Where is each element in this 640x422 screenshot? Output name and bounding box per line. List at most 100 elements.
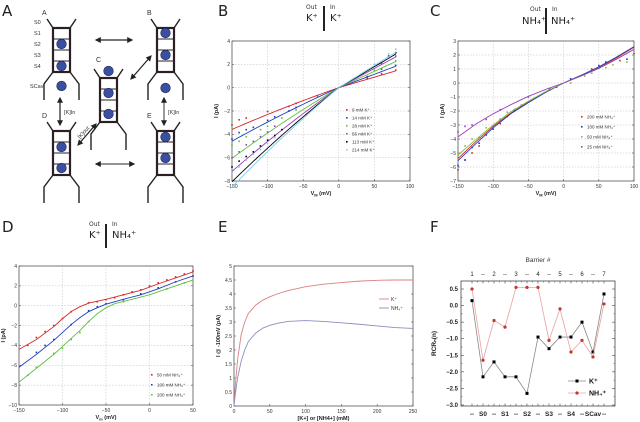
data-point — [183, 282, 186, 284]
data-point — [536, 335, 540, 339]
y-tick-label: −0.5 — [446, 320, 459, 326]
data-point — [470, 299, 474, 303]
top-tick-label: 7 — [602, 272, 606, 278]
data-point — [602, 302, 606, 306]
fit-line-100-mM-NH4+ — [457, 46, 635, 162]
top-tick-label: 1 — [470, 272, 474, 278]
data-point — [471, 146, 473, 149]
y-tick-label: −2.0 — [446, 370, 459, 376]
data-point — [633, 52, 635, 55]
data-point — [122, 298, 125, 301]
data-point — [238, 151, 240, 153]
x-axis-label: Vm (mV) — [96, 415, 117, 422]
ion — [56, 162, 67, 174]
x-tick-label: −50 — [524, 184, 533, 190]
data-point — [373, 69, 376, 71]
legend-label: 113 mM K⁺ — [352, 140, 375, 145]
panel-letter-a: A — [2, 2, 13, 20]
y-tick-label: 2 — [229, 348, 232, 354]
data-point — [547, 347, 551, 351]
cavity-wall — [173, 71, 184, 100]
data-point — [464, 145, 466, 147]
data-point — [44, 344, 46, 347]
legend-label: 9 mM K⁺ — [352, 108, 371, 113]
data-point — [174, 276, 177, 278]
out-ion: K⁺ — [306, 13, 318, 24]
data-point — [492, 318, 496, 323]
legend-label: NH₄⁺ — [589, 391, 606, 398]
fit-line-50-mM-NH4+ — [18, 271, 194, 350]
data-point — [295, 109, 297, 111]
legend-label: 50 mM NH₄⁺ — [587, 135, 613, 140]
legend-marker — [151, 384, 153, 386]
outer-vestibule-wall — [69, 121, 77, 132]
data-point — [166, 288, 168, 290]
top-tick-label: -- — [525, 272, 529, 278]
y-tick-label: 2 — [453, 53, 456, 59]
data-point — [105, 298, 107, 301]
chart-F: Barrier # 1 -- 2 -- 3 -- 4 -- 5 -- 6 -- 7 -- S0 -- S1 -- S2… — [431, 257, 616, 418]
panel-letter-f: F — [430, 218, 439, 236]
out-label: Out — [530, 6, 541, 13]
x-tick-label: 0 — [562, 184, 565, 190]
y-tick-label: 0.0 — [450, 304, 459, 310]
cavity-wall — [147, 174, 158, 203]
data-point — [569, 78, 572, 80]
bottom-tick-label: -- — [536, 411, 540, 418]
data-point — [457, 169, 459, 171]
y-tick-label: 0 — [229, 404, 232, 410]
curve-NH4-plus — [233, 320, 414, 407]
data-point — [394, 60, 397, 62]
data-point — [157, 282, 159, 284]
data-point — [492, 128, 494, 130]
y-tick-label: 2.5 — [225, 334, 232, 340]
top-tick-label: -- — [503, 272, 507, 278]
data-point — [266, 139, 269, 141]
site-label: SCav — [30, 84, 44, 90]
top-tick-label: 6 — [580, 272, 584, 278]
x-tick-label: 100 — [301, 409, 310, 415]
data-point — [26, 374, 29, 377]
y-tick-label: 3 — [229, 320, 232, 326]
bottom-tick-label: S4 — [567, 411, 575, 418]
y-axis-label: I (pA) — [1, 328, 7, 342]
data-point — [105, 302, 107, 305]
out-ion: NH₄⁺ — [522, 16, 547, 27]
data-point — [536, 285, 540, 289]
legend-marker — [151, 374, 153, 376]
ion — [103, 65, 114, 77]
y-tick-label: 5 — [229, 264, 232, 270]
ion — [103, 87, 114, 99]
y-tick-label: −3.0 — [446, 403, 459, 409]
site-label: S4 — [34, 64, 41, 70]
plot-frame — [233, 265, 414, 407]
data-point — [238, 166, 240, 168]
data-point — [478, 136, 480, 139]
outer-vestibule-wall — [69, 18, 77, 29]
membrane-bar — [105, 224, 107, 248]
data-point — [245, 128, 248, 131]
data-point — [273, 125, 276, 127]
data-point — [394, 69, 397, 71]
panel-letter-d: D — [2, 218, 14, 236]
ion — [160, 131, 171, 143]
ion — [160, 152, 171, 164]
data-point — [366, 75, 369, 78]
data-point — [157, 287, 159, 289]
data-point — [245, 155, 248, 158]
data-point — [231, 124, 233, 126]
legend-marker — [151, 394, 153, 396]
legend-label: 50 mM NH₄⁺ — [157, 373, 183, 378]
y-tick-label: −6 — [11, 363, 17, 369]
legend-marker — [346, 125, 348, 127]
x-tick-label: −100 — [57, 408, 68, 414]
top-tick-label: -- — [569, 272, 573, 278]
ion — [56, 141, 67, 153]
bottom-tick-label: -- — [580, 411, 584, 418]
data-point — [547, 338, 551, 342]
solution-header-d: Out In K⁺ NH₄⁺ — [86, 220, 156, 250]
top-tick-label: 5 — [558, 272, 562, 278]
data-point — [605, 66, 607, 69]
data-point — [380, 62, 383, 64]
bottom-tick-label: SCav — [585, 411, 602, 418]
